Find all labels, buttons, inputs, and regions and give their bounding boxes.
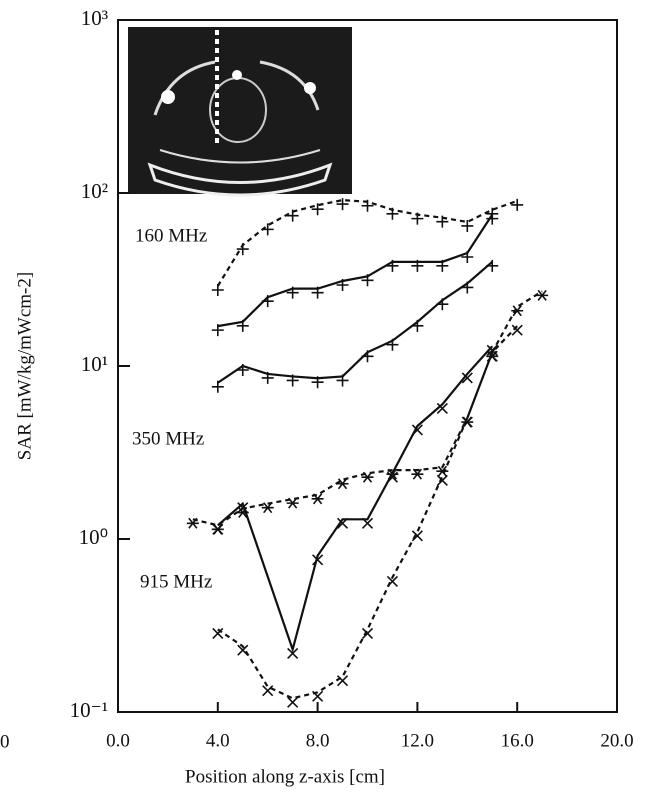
marker <box>436 215 449 228</box>
marker <box>386 207 399 220</box>
marker <box>211 523 224 535</box>
marker <box>486 212 499 225</box>
marker <box>336 278 349 291</box>
marker <box>411 530 423 542</box>
marker <box>311 286 324 299</box>
marker <box>236 243 249 256</box>
marker <box>211 380 224 393</box>
x-tick-label: 0.0 <box>106 730 130 751</box>
marker <box>212 627 224 640</box>
x-axis-title: Position along z-axis [cm] <box>185 766 385 787</box>
y-tick-label: 10⁰ <box>79 525 108 549</box>
y-tick-label: 10¹ <box>81 352 108 376</box>
marker <box>386 259 399 272</box>
marker <box>361 471 374 483</box>
y-tick-label: 10² <box>81 179 108 203</box>
marker <box>386 468 399 480</box>
annotation: 350 MHz <box>132 428 204 449</box>
marker <box>311 493 324 505</box>
marker <box>461 250 474 263</box>
marker <box>336 374 349 387</box>
marker <box>461 281 474 294</box>
marker <box>336 675 349 687</box>
marker <box>386 338 399 351</box>
marker <box>286 209 299 222</box>
marker <box>461 416 473 428</box>
annotation: 915 MHz <box>140 571 212 592</box>
marker <box>236 319 249 332</box>
series-line <box>217 214 494 328</box>
x-tick-label: 8.0 <box>306 730 330 751</box>
series-line <box>217 345 494 654</box>
x-tick-label: 12.0 <box>401 730 434 751</box>
y-tick-label: 10³ <box>81 6 108 30</box>
x-tick-label: 16.0 <box>501 730 534 751</box>
marker <box>186 517 199 529</box>
marker <box>461 219 474 232</box>
marker <box>511 324 523 336</box>
marker <box>261 371 274 384</box>
marker <box>411 259 424 272</box>
inset-image <box>128 27 352 197</box>
marker <box>361 350 374 363</box>
marker <box>261 295 274 308</box>
marker <box>261 223 274 236</box>
annotation: 160 MHz <box>135 225 207 246</box>
marker <box>436 474 448 486</box>
marker <box>361 627 374 640</box>
marker <box>411 424 423 436</box>
marker <box>312 554 324 566</box>
marker <box>386 575 399 587</box>
marker <box>361 517 374 529</box>
marker <box>536 289 549 301</box>
marker <box>211 284 224 297</box>
series-line <box>217 261 493 384</box>
marker <box>486 350 498 362</box>
x-tick-label: 4.0 <box>206 730 230 751</box>
marker <box>436 402 448 414</box>
marker <box>287 696 299 708</box>
marker <box>262 685 274 697</box>
marker <box>237 644 249 656</box>
x-tick-label: 20.0 <box>600 730 633 751</box>
annotation: 0 <box>0 731 10 752</box>
marker <box>436 298 449 311</box>
marker <box>236 507 249 519</box>
marker <box>336 517 349 529</box>
marker <box>286 286 299 299</box>
marker <box>336 478 349 490</box>
marker <box>511 198 524 211</box>
marker <box>336 198 349 211</box>
marker <box>511 305 524 317</box>
marker <box>211 324 224 337</box>
marker <box>411 212 424 225</box>
marker <box>361 274 374 287</box>
marker <box>436 465 449 477</box>
marker <box>411 319 424 332</box>
marker <box>411 468 424 480</box>
marker <box>286 374 299 387</box>
series-line <box>216 198 518 287</box>
marker <box>361 199 374 212</box>
marker <box>461 372 473 384</box>
marker <box>486 259 499 272</box>
marker <box>261 502 274 514</box>
y-tick-label: 10⁻¹ <box>70 698 108 722</box>
marker <box>311 203 324 216</box>
marker <box>287 647 299 659</box>
marker <box>312 690 324 702</box>
marker <box>311 376 324 389</box>
marker <box>436 259 449 272</box>
marker <box>286 497 299 509</box>
marker <box>236 364 249 376</box>
y-axis-title: SAR [mW/kg/mWcm-2] <box>14 272 35 460</box>
series-line <box>192 290 543 527</box>
